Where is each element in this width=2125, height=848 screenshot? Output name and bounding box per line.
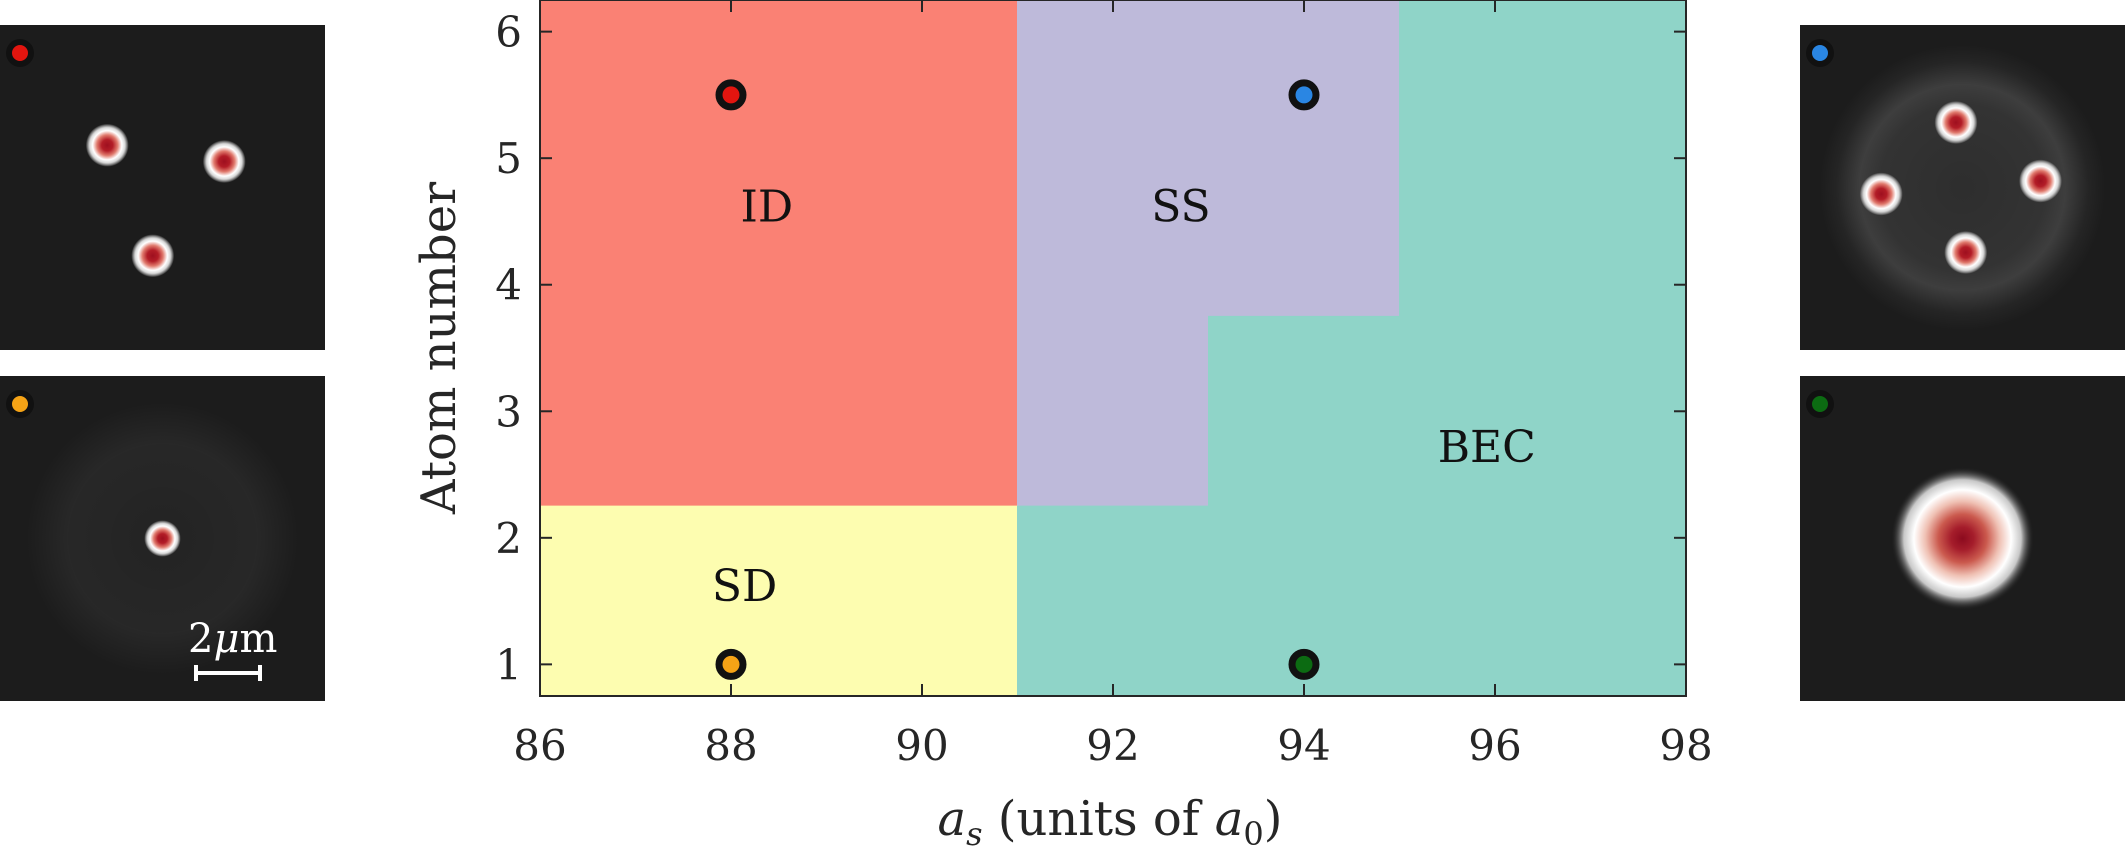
y-tick-label-3: 3 — [495, 387, 522, 436]
panel-marker-point — [6, 390, 34, 418]
phase-regions — [539, 0, 1687, 697]
x-tick-labels: 86 88 90 92 94 96 98 — [513, 721, 1712, 770]
axis-ticks — [539, 0, 1687, 696]
region-id — [539, 0, 1018, 507]
density-peak-1 — [1891, 467, 2034, 610]
marker-point-1 — [715, 79, 747, 111]
region-sd — [539, 505, 1018, 697]
region-labels: ID SS SD BEC — [712, 181, 1536, 612]
density-panel-top-left — [0, 25, 325, 350]
panel-marker-point — [6, 39, 34, 67]
marker-points — [715, 79, 1320, 680]
x-tick-label-4: 92 — [1086, 721, 1139, 770]
y-axis-label: Atom number — [411, 182, 467, 515]
region-label-bec: BEC — [1438, 422, 1536, 473]
density-peak-3 — [2019, 159, 2062, 203]
x-tick-label-5: 94 — [1277, 721, 1330, 770]
y-tick-label-1: 1 — [495, 640, 522, 689]
marker-point-3 — [715, 648, 747, 680]
density-peak-2 — [1859, 172, 1903, 216]
density-peak-2 — [202, 140, 246, 183]
x-tick-label-7: 98 — [1659, 721, 1712, 770]
y-tick-label-4: 4 — [495, 261, 522, 310]
y-tick-label-2: 2 — [495, 514, 522, 563]
marker-point-2 — [1288, 79, 1320, 111]
panel-background — [0, 25, 325, 350]
scale-bar: 2μm — [188, 616, 277, 681]
density-panel-top-right — [1800, 25, 2125, 350]
density-peak-1 — [1934, 101, 1978, 144]
density-panel-bottom-left — [0, 376, 325, 701]
density-panels — [0, 25, 2125, 701]
y-tick-labels: 1 2 3 4 5 6 — [495, 8, 522, 690]
panel-marker-point — [1806, 39, 1834, 67]
plot-area: ID SS SD BEC 86 88 90 92 94 96 98 1 2 3 4 5 6 — [495, 0, 1713, 770]
marker-point-4 — [1288, 648, 1320, 680]
x-axis-label: as (units of a0) — [937, 791, 1282, 848]
scale-bar-label: 2μm — [188, 616, 277, 662]
panel-marker-point — [1806, 390, 1834, 418]
x-tick-label-1: 86 — [513, 721, 566, 770]
density-peak-1 — [85, 123, 129, 167]
density-peak-4 — [1944, 231, 1988, 274]
density-peak-1 — [144, 520, 181, 557]
density-halo — [1819, 44, 2106, 331]
y-tick-label-5: 5 — [495, 134, 522, 183]
region-label-ss: SS — [1151, 181, 1211, 232]
density-panel-bottom-right — [1800, 376, 2125, 701]
region-label-id: ID — [741, 181, 794, 232]
x-tick-label-6: 96 — [1468, 721, 1521, 770]
density-peak-3 — [131, 234, 175, 278]
y-tick-label-6: 6 — [495, 8, 522, 57]
x-tick-label-3: 90 — [895, 721, 948, 770]
x-tick-label-2: 88 — [704, 721, 757, 770]
region-label-sd: SD — [712, 561, 777, 612]
